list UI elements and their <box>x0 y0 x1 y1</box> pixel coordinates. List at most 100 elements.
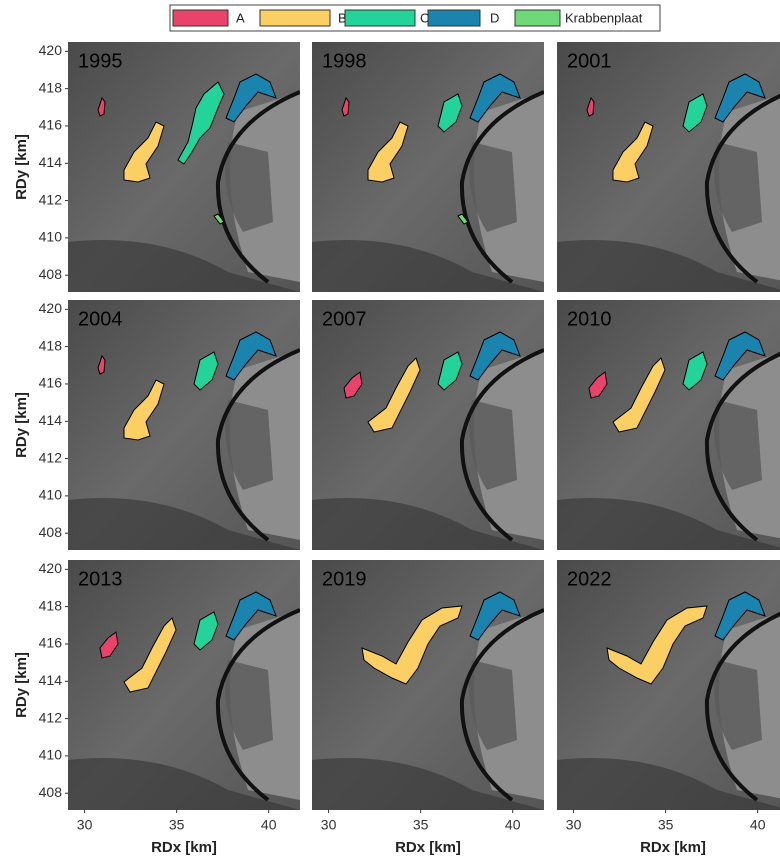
y-tick-label: 414 <box>39 672 63 688</box>
shoal <box>225 73 277 123</box>
map-panel <box>557 300 780 550</box>
year-label: 1995 <box>78 50 123 72</box>
shoal <box>341 96 350 117</box>
year-label: 1998 <box>322 50 367 72</box>
shoal <box>469 331 521 381</box>
y-tick-label: 418 <box>39 337 63 353</box>
y-tick-label: 408 <box>39 524 63 540</box>
legend-swatch <box>514 9 561 27</box>
map-panel <box>557 42 780 292</box>
year-label: 2019 <box>322 568 367 590</box>
y-tick-label: 420 <box>39 560 63 576</box>
channel <box>312 758 544 810</box>
shoal <box>437 351 463 391</box>
x-axis-label: RDx [km] <box>151 839 217 856</box>
x-tick-label: 40 <box>505 817 521 833</box>
shoal <box>588 371 608 399</box>
shoal <box>97 354 106 375</box>
map-panel <box>312 560 544 810</box>
marsh <box>469 400 517 490</box>
map-panel <box>68 560 300 810</box>
legend-label: A <box>236 10 245 25</box>
shoal <box>343 371 363 399</box>
shoal <box>193 351 219 391</box>
channel <box>312 240 544 292</box>
x-tick-label: 35 <box>169 817 185 833</box>
shoal <box>177 81 225 165</box>
y-tick-label: 408 <box>39 784 63 800</box>
year-label: 2001 <box>567 50 612 72</box>
channel <box>312 498 544 550</box>
map-panel <box>68 300 300 550</box>
legend-label: C <box>420 10 429 25</box>
x-axis-label: RDx [km] <box>640 839 706 856</box>
x-tick-label: 30 <box>77 817 93 833</box>
y-tick-label: 410 <box>39 747 63 763</box>
dike <box>215 348 300 542</box>
shoal <box>367 357 421 433</box>
y-tick-label: 414 <box>39 412 63 428</box>
y-tick-label: 414 <box>39 154 63 170</box>
y-axis-label: RDy [km] <box>13 392 30 458</box>
map-panel <box>312 42 544 292</box>
y-axis-label: RDy [km] <box>13 134 30 200</box>
dike <box>704 611 780 802</box>
y-tick-label: 420 <box>39 300 63 316</box>
dike <box>215 608 300 802</box>
x-tick-label: 40 <box>750 817 766 833</box>
marsh <box>225 660 273 750</box>
dike <box>459 90 544 284</box>
legend-label: Krabbenplaat <box>565 10 643 25</box>
channel <box>557 758 780 810</box>
y-tick-label: 412 <box>39 191 63 207</box>
x-axis-label: RDx [km] <box>395 839 461 856</box>
legend-swatch <box>172 9 229 27</box>
legend-label: B <box>338 10 347 25</box>
shoal <box>586 96 595 117</box>
map-panel <box>68 42 300 292</box>
shoal <box>367 121 409 183</box>
map-panel <box>312 300 544 550</box>
shoal <box>682 93 708 133</box>
shoal <box>457 213 469 225</box>
shoal <box>123 617 177 693</box>
channel <box>68 498 300 550</box>
shoal <box>612 121 654 183</box>
shoal <box>361 605 463 685</box>
year-label: 2022 <box>567 568 612 590</box>
shoal <box>469 73 521 123</box>
y-tick-label: 420 <box>39 42 63 58</box>
marsh <box>225 142 273 232</box>
dike <box>704 93 780 284</box>
shoal <box>612 357 666 433</box>
marsh <box>469 660 517 750</box>
dike <box>704 351 780 542</box>
shoal <box>714 73 766 123</box>
y-tick-label: 408 <box>39 266 63 282</box>
marsh <box>469 142 517 232</box>
x-tick-label: 30 <box>321 817 337 833</box>
shoal <box>225 591 277 641</box>
y-axis-label: RDy [km] <box>13 652 30 718</box>
shoal <box>99 631 119 659</box>
y-tick-label: 412 <box>39 449 63 465</box>
y-tick-label: 418 <box>39 79 63 95</box>
channel <box>68 240 300 292</box>
shoal <box>606 605 708 685</box>
legend-swatch <box>259 9 331 27</box>
marsh <box>714 142 762 232</box>
shoal <box>714 331 766 381</box>
channel <box>557 498 780 550</box>
year-label: 2004 <box>78 308 123 330</box>
shoal <box>193 611 219 651</box>
shoal <box>123 379 165 441</box>
x-tick-label: 30 <box>566 817 582 833</box>
year-label: 2010 <box>567 308 612 330</box>
channel <box>68 758 300 810</box>
shoal <box>682 351 708 391</box>
x-tick-label: 40 <box>261 817 277 833</box>
dike <box>459 608 544 802</box>
map-panel <box>557 560 780 810</box>
shoal <box>123 121 165 183</box>
